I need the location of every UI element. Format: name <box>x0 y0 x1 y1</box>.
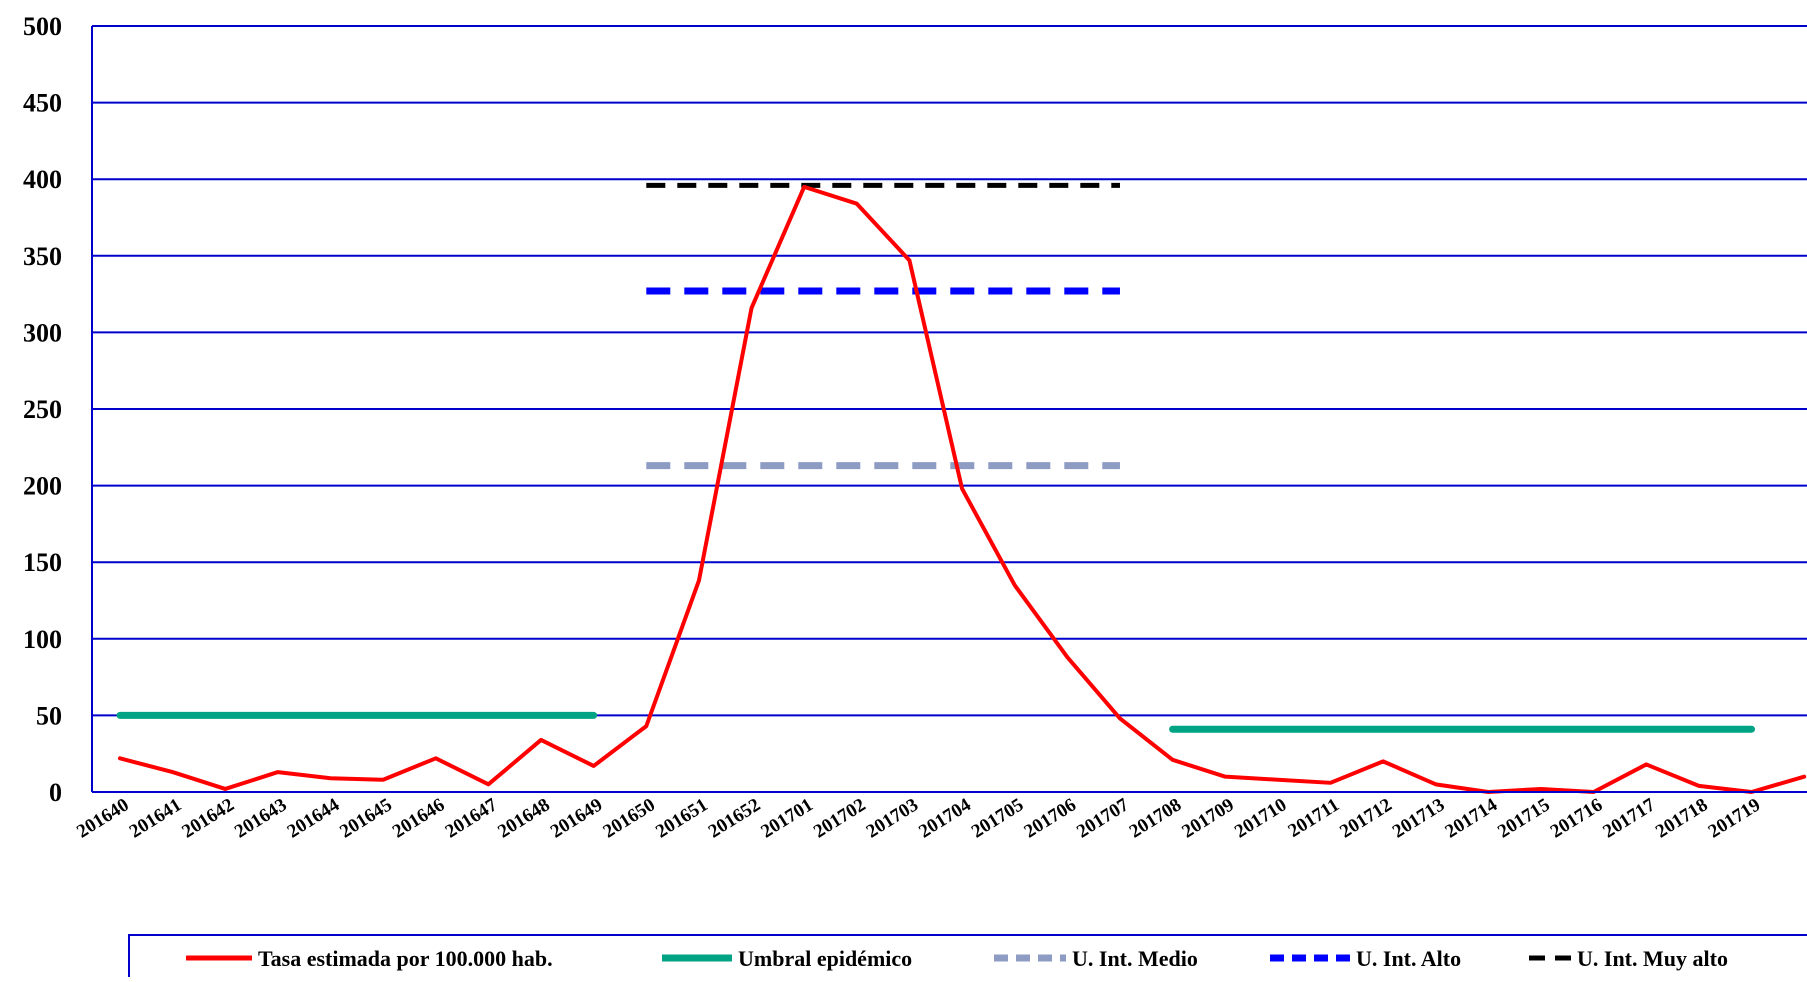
legend-box <box>128 934 1807 982</box>
rate-point <box>1223 775 1227 779</box>
x-tick-label: 201644 <box>284 794 344 842</box>
rate-point <box>1276 778 1280 782</box>
x-tick-label: 201715 <box>1494 794 1553 842</box>
legend-label-2: Umbral epidémico <box>738 946 912 971</box>
x-tick-label: 201709 <box>1178 794 1237 842</box>
x-tick-label: 201649 <box>547 794 606 842</box>
rate-point <box>960 487 964 491</box>
x-tick-label: 201706 <box>1021 794 1080 842</box>
y-tick-labels: 0 50 100 150 200 250 300 350 400 450 500 <box>23 12 62 807</box>
x-tick-label: 201647 <box>442 794 502 842</box>
y-tick-label: 250 <box>23 395 62 424</box>
rate-point <box>539 738 543 742</box>
rate-point <box>1381 759 1385 763</box>
x-tick-label: 201651 <box>652 794 711 842</box>
x-tick-label: 201718 <box>1652 794 1711 842</box>
rate-point <box>1118 716 1122 720</box>
y-tick-label: 450 <box>23 89 62 118</box>
x-tick-label: 201645 <box>336 794 395 842</box>
y-tick-label: 0 <box>49 778 62 807</box>
x-tick-label: 201708 <box>1126 794 1185 842</box>
threshold-lines <box>116 182 1756 733</box>
y-tick-label: 50 <box>36 701 62 730</box>
y-tick-label: 150 <box>23 548 62 577</box>
rate-point <box>118 756 122 760</box>
rate-point <box>1065 655 1069 659</box>
y-tick-label: 500 <box>23 12 62 41</box>
x-tick-label: 201650 <box>599 794 658 842</box>
x-tick-label: 201704 <box>915 794 975 842</box>
x-tick-label: 201710 <box>1231 794 1290 842</box>
rate-point <box>802 185 806 189</box>
legend-label-1: Tasa estimada por 100.000 hab. <box>258 946 553 971</box>
axes <box>91 26 1807 793</box>
x-tick-label: 201719 <box>1705 794 1764 842</box>
x-tick-label: 201716 <box>1547 794 1606 842</box>
rate-point <box>1013 583 1017 587</box>
x-tick-label: 201711 <box>1285 794 1344 841</box>
rate-series <box>118 184 1807 794</box>
x-tick-label: 201648 <box>494 794 553 842</box>
x-tick-label: 201713 <box>1389 794 1448 842</box>
x-tick-label: 201707 <box>1073 794 1133 842</box>
y-tick-label: 100 <box>23 625 62 654</box>
rate-point <box>1644 762 1648 766</box>
rate-point <box>1171 758 1175 762</box>
x-tick-label: 201714 <box>1442 794 1502 842</box>
rate-point <box>171 770 175 774</box>
legend-label-4: U. Int. Alto <box>1356 946 1461 971</box>
rate-point <box>486 782 490 786</box>
rate-point <box>750 306 754 310</box>
x-tick-label: 201701 <box>757 794 816 842</box>
rate-point <box>276 770 280 774</box>
rate-point <box>592 764 596 768</box>
y-tick-label: 200 <box>23 472 62 501</box>
y-tick-label: 400 <box>23 165 62 194</box>
y-tick-label: 350 <box>23 242 62 271</box>
rate-point <box>1328 781 1332 785</box>
rate-point <box>1434 782 1438 786</box>
rate-point <box>223 787 227 791</box>
x-tick-label: 201703 <box>863 794 922 842</box>
rate-point <box>697 579 701 583</box>
rate-point <box>1802 775 1806 779</box>
x-tick-label: 201643 <box>231 794 290 842</box>
legend: Tasa estimada por 100.000 hab. Umbral epi… <box>128 934 1807 982</box>
rate-point <box>644 724 648 728</box>
rate-point <box>1697 784 1701 788</box>
grid-lines <box>92 25 1807 717</box>
x-tick-label: 201652 <box>705 794 764 842</box>
x-tick-labels: 2016402016412016422016432016442016452016… <box>73 794 1764 842</box>
x-tick-label: 201712 <box>1336 794 1395 842</box>
x-tick-label: 201717 <box>1599 794 1659 842</box>
x-tick-label: 201640 <box>73 794 132 842</box>
x-tick-label: 201642 <box>178 794 237 842</box>
rate-point <box>381 778 385 782</box>
x-tick-label: 201641 <box>126 794 185 842</box>
legend-label-3: U. Int. Medio <box>1072 946 1198 971</box>
legend-label-5: U. Int. Muy alto <box>1577 946 1728 971</box>
y-tick-label: 300 <box>23 318 62 347</box>
rate-point <box>907 258 911 262</box>
x-tick-label: 201702 <box>810 794 869 842</box>
x-tick-label: 201705 <box>968 794 1027 842</box>
rate-point <box>855 202 859 206</box>
rate-point <box>329 776 333 780</box>
rate-point <box>434 756 438 760</box>
x-tick-label: 201646 <box>389 794 448 842</box>
rate-point <box>1539 787 1543 791</box>
